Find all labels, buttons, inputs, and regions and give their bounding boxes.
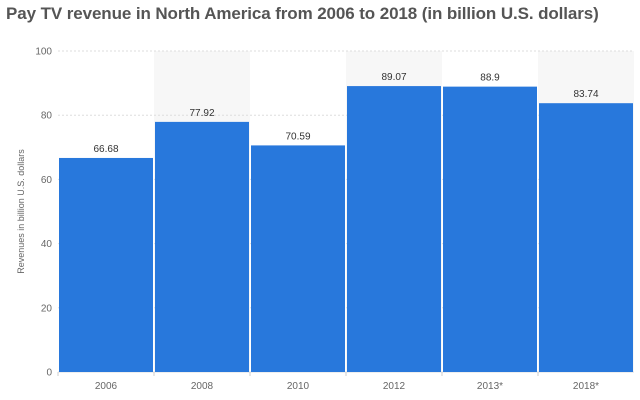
bar[interactable] <box>251 145 345 372</box>
bar[interactable] <box>155 121 249 372</box>
y-tick-label: 20 <box>41 303 53 314</box>
y-axis-ticks: 0 20 40 60 80 100 <box>35 47 52 379</box>
data-labels: 66.68 77.92 70.59 89.07 88.9 83.74 <box>93 72 598 155</box>
bar[interactable] <box>443 86 537 373</box>
x-tick-label: 2010 <box>287 381 310 392</box>
bar-value-label: 88.9 <box>480 73 500 84</box>
y-tick-label: 60 <box>41 175 53 186</box>
x-tick-label: 2012 <box>383 381 406 392</box>
bar[interactable] <box>539 103 633 372</box>
chart-title: Pay TV revenue in North America from 200… <box>6 4 599 23</box>
x-axis-ticks: 2006 2008 2010 2012 2013* 2018* <box>57 372 599 392</box>
bar-value-label: 66.68 <box>93 144 118 155</box>
x-tick-label: 2013* <box>477 381 503 392</box>
bar-value-label: 89.07 <box>381 72 406 83</box>
y-tick-label: 100 <box>35 47 52 58</box>
bar-value-label: 77.92 <box>189 108 214 119</box>
y-tick-label: 80 <box>41 111 53 122</box>
y-axis-title: Revenues in billion U.S. dollars <box>16 149 26 274</box>
x-tick-label: 2006 <box>95 381 118 392</box>
x-tick-label: 2008 <box>191 381 214 392</box>
x-tick-label: 2018* <box>573 381 599 392</box>
bar[interactable] <box>347 86 441 372</box>
bar[interactable] <box>59 157 153 372</box>
bar-value-label: 83.74 <box>573 89 598 100</box>
y-tick-label: 40 <box>41 239 53 250</box>
bar-value-label: 70.59 <box>285 131 310 142</box>
y-tick-label: 0 <box>46 368 52 379</box>
bars <box>59 86 633 373</box>
